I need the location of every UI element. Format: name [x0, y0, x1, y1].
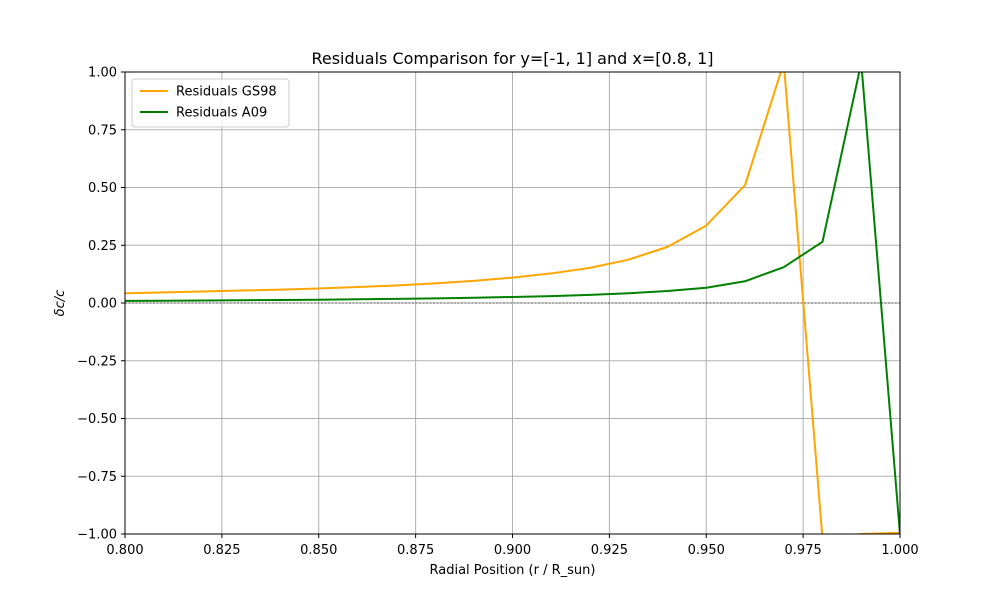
- x-tick-label: 0.800: [106, 543, 143, 558]
- legend-label-gs98: Residuals GS98: [176, 85, 277, 100]
- series-line-residuals-a09: [125, 72, 900, 534]
- y-tick-label: 0.25: [88, 239, 117, 254]
- x-tick-label: 1.000: [881, 543, 918, 558]
- x-tick-label: 0.900: [494, 543, 531, 558]
- series-group: [125, 72, 900, 534]
- x-tick-label: 0.875: [397, 543, 434, 558]
- y-tick-label: −0.75: [77, 470, 117, 485]
- x-tick-label: 0.825: [203, 543, 240, 558]
- chart-title: Residuals Comparison for y=[-1, 1] and x…: [311, 49, 713, 68]
- y-tick-label: 0.75: [88, 123, 117, 138]
- y-axis-ticks: −1.00 −0.75 −0.50 −0.25 0.00 0.25 0.50 0.75 1.00: [77, 66, 125, 543]
- legend: Residuals GS98 Residuals A09: [131, 78, 290, 128]
- x-tick-label: 0.950: [688, 543, 725, 558]
- y-tick-label: 0.00: [88, 297, 117, 312]
- x-tick-label: 0.975: [785, 543, 822, 558]
- y-tick-label: −1.00: [77, 528, 117, 543]
- series-line-residuals-gs98: [125, 72, 900, 534]
- y-tick-label: −0.25: [77, 354, 117, 369]
- x-tick-label: 0.925: [591, 543, 628, 558]
- y-tick-label: −0.50: [77, 412, 117, 427]
- legend-label-a09: Residuals A09: [176, 106, 267, 121]
- x-axis-ticks: 0.800 0.825 0.850 0.875 0.900 0.925 0.950 0.975…: [106, 534, 919, 558]
- y-tick-label: 1.00: [88, 66, 117, 81]
- y-tick-label: 0.50: [88, 181, 117, 196]
- x-tick-label: 0.850: [300, 543, 337, 558]
- x-axis-label: Radial Position (r / R_sun): [430, 563, 596, 578]
- y-axis-label: δc/c: [53, 290, 68, 317]
- legend-box: [131, 78, 290, 128]
